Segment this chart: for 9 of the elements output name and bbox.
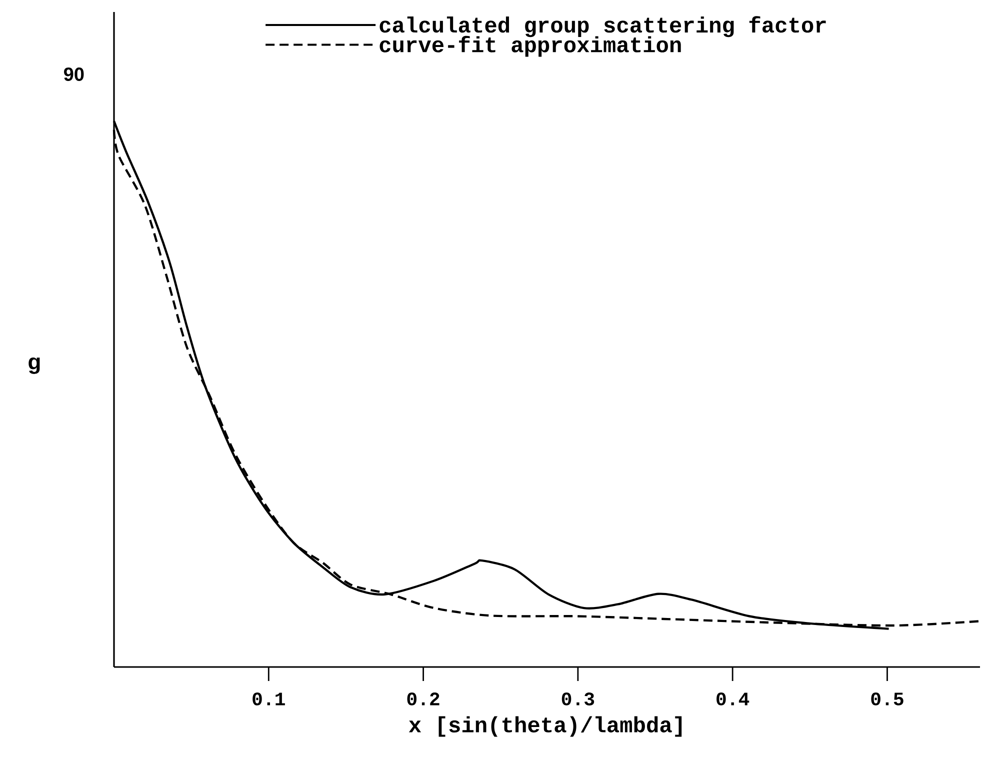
legend-label: curve-fit approximation: [380, 36, 681, 57]
y-axis-title: g: [28, 357, 40, 374]
x-tick-label: 0.1: [252, 692, 285, 706]
x-tick-label: 0.5: [871, 692, 904, 706]
x-tick-label: 0.3: [562, 692, 594, 706]
x-tick-label: 0.4: [716, 692, 750, 706]
x-tick-label: 0.2: [407, 692, 440, 706]
text: 90: [64, 67, 84, 81]
x-axis-title: x [sin(theta)/lambda]: [408, 716, 682, 737]
